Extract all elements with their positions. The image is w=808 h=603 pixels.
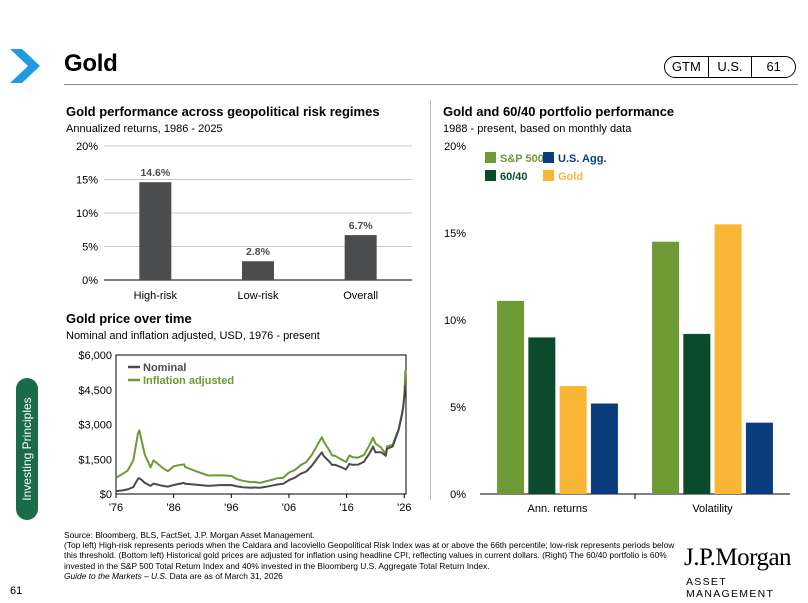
price-legend-label: Inflation adjusted xyxy=(143,375,234,387)
portfolio-bar-chart: 0% 5% 10% 15% 20% Ann. returns Volatility S&P 5… xyxy=(444,141,790,515)
brand-subtitle: ASSET MANAGEMENT xyxy=(686,576,775,600)
portfolio-legend-swatch xyxy=(485,152,496,163)
portfolio-legend-label: U.S. Agg. xyxy=(558,153,606,165)
risk-ytick-label: 0% xyxy=(82,275,98,287)
portfolio-legend-label: 60/40 xyxy=(500,171,528,183)
portfolio-legend-label: S&P 500 xyxy=(500,153,544,165)
portfolio-chart-subtitle: 1988 - present, based on monthly data xyxy=(443,123,632,135)
portfolio-bar xyxy=(528,337,556,494)
section-tab-label: Investing Principles xyxy=(20,397,34,501)
footnote-notes: (Top left) High-risk represents periods … xyxy=(64,540,675,571)
price-ytick-label: $3,000 xyxy=(78,420,112,432)
price-chart-title: Gold price over time xyxy=(66,311,192,326)
price-ytick-label: $0 xyxy=(100,489,112,501)
page-number: 61 xyxy=(10,585,23,597)
page-title: Gold xyxy=(64,50,118,77)
price-xtick-label: '16 xyxy=(339,502,353,514)
brand-chevron-icon xyxy=(10,49,40,83)
portfolio-chart-title: Gold and 60/40 portfolio performance xyxy=(443,104,675,119)
badge-separator xyxy=(707,57,709,77)
risk-category-label: Low-risk xyxy=(238,290,279,302)
section-tab: Investing Principles xyxy=(16,378,38,520)
price-chart-subtitle: Nominal and inflation adjusted, USD, 197… xyxy=(66,330,320,342)
risk-chart-title: Gold performance across geopolitical ris… xyxy=(66,104,380,119)
price-series-line xyxy=(115,370,407,484)
footnote-source: Source: Bloomberg, BLS, FactSet, J.P. Mo… xyxy=(64,530,315,540)
portfolio-bar xyxy=(745,422,773,494)
portfolio-ytick-label: 5% xyxy=(450,402,466,414)
brand-name: J.P.Morgan xyxy=(684,544,792,571)
gtm-badge-region: U.S. xyxy=(717,59,743,74)
risk-ytick-label: 15% xyxy=(76,175,98,187)
risk-chart-subtitle: Annualized returns, 1986 - 2025 xyxy=(66,123,223,135)
risk-bar xyxy=(344,235,377,280)
footnotes: Source: Bloomberg, BLS, FactSet, J.P. Mo… xyxy=(64,530,678,581)
gtm-badge-label: GTM xyxy=(671,59,701,74)
price-plot-frame xyxy=(115,354,407,495)
risk-bar xyxy=(139,182,172,280)
price-xtick-label: '26 xyxy=(397,502,411,514)
gtm-badge-page: 61 xyxy=(766,59,781,74)
price-xtick-label: '96 xyxy=(224,502,238,514)
risk-ytick-label: 10% xyxy=(76,208,98,220)
price-line-chart: $0 $1,500 $3,000 $4,500 $6,000 '76 '86 '96 '06 '1… xyxy=(78,350,411,514)
risk-category-label: Overall xyxy=(343,290,378,302)
risk-bar xyxy=(242,261,274,280)
portfolio-legend-label: Gold xyxy=(558,171,583,183)
footnote-date: Data are as of March 31, 2026 xyxy=(167,570,283,581)
portfolio-ytick-label: 10% xyxy=(444,315,466,327)
price-xtick-label: '76 xyxy=(109,502,123,514)
portfolio-legend-swatch xyxy=(543,170,554,181)
footnote-gtm: Guide to the Markets – U.S. xyxy=(64,570,168,581)
badge-separator xyxy=(751,57,753,77)
portfolio-bar xyxy=(714,224,742,495)
portfolio-bar xyxy=(590,403,618,494)
price-legend-label: Nominal xyxy=(143,362,186,374)
panel-divider xyxy=(430,100,431,500)
portfolio-legend-swatch xyxy=(485,170,496,181)
price-xtick-label: '06 xyxy=(282,502,296,514)
portfolio-category-label: Ann. returns xyxy=(528,503,588,515)
risk-value-label: 2.8% xyxy=(246,246,271,258)
price-ytick-label: $1,500 xyxy=(78,454,112,466)
price-ytick-label: $6,000 xyxy=(78,350,112,362)
risk-value-label: 14.6% xyxy=(140,167,170,179)
risk-ytick-label: 20% xyxy=(76,141,98,153)
portfolio-bar xyxy=(683,333,711,494)
portfolio-ytick-label: 20% xyxy=(444,141,466,153)
portfolio-bar xyxy=(559,386,587,494)
portfolio-legend-swatch xyxy=(543,152,554,163)
risk-category-label: High-risk xyxy=(134,290,178,302)
price-ytick-label: $4,500 xyxy=(78,385,112,397)
title-divider xyxy=(64,84,798,85)
footnote-asof: Guide to the Markets – U.S. Data are as … xyxy=(64,571,678,581)
portfolio-bar xyxy=(497,300,525,494)
risk-ytick-label: 5% xyxy=(82,242,98,254)
portfolio-bar xyxy=(652,241,680,494)
price-xtick-label: '86 xyxy=(166,502,180,514)
risk-value-label: 6.7% xyxy=(349,220,374,232)
portfolio-ytick-label: 0% xyxy=(450,489,466,501)
price-series-line xyxy=(115,385,407,493)
portfolio-category-label: Volatility xyxy=(692,503,733,515)
portfolio-ytick-label: 15% xyxy=(444,228,466,240)
gtm-badge: GTM U.S. 61 xyxy=(664,56,796,78)
risk-bar-chart: 0% 5% 10% 15% 20% 14.6% High-risk 2.8% Low-risk 6… xyxy=(76,141,412,302)
